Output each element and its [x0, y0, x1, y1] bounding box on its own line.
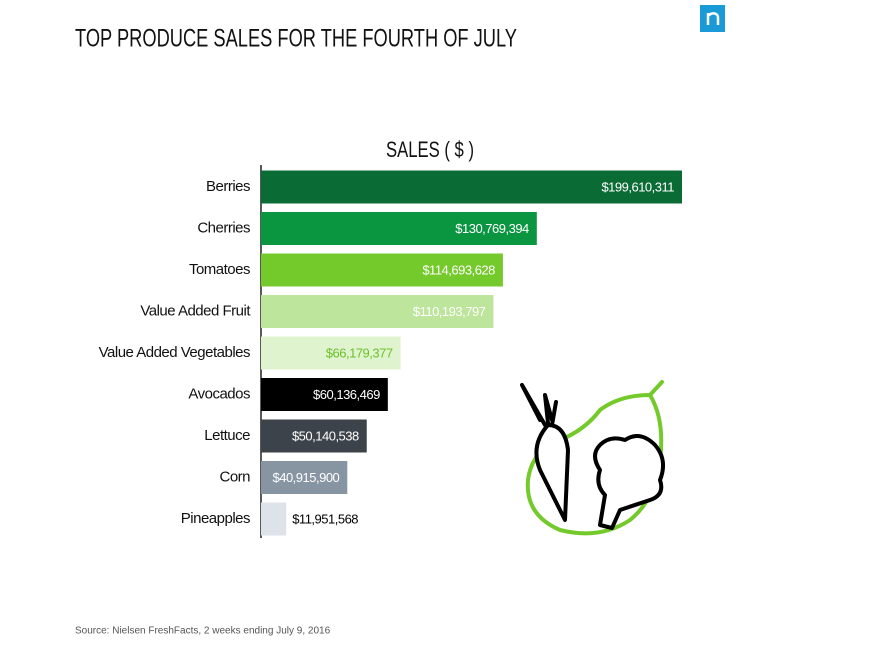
bar [261, 419, 367, 453]
value-label: $110,193,797 [413, 304, 486, 319]
category-label: Value Added Fruit [140, 302, 251, 319]
category-label: Pineapples [181, 510, 250, 527]
bar [261, 212, 537, 245]
value-label: $199,610,311 [601, 179, 674, 194]
bar [261, 170, 682, 204]
bar [261, 295, 494, 328]
category-label: Lettuce [204, 427, 250, 444]
bar [261, 336, 401, 370]
category-label: Cherries [197, 219, 250, 236]
bar [261, 253, 503, 287]
category-label: Berries [206, 178, 250, 195]
bar [261, 378, 388, 411]
axis-title: SALES ( $ ) [386, 137, 474, 162]
value-label: $130,769,394 [455, 221, 529, 236]
logo [700, 5, 725, 32]
category-label: Avocados [188, 385, 250, 402]
value-label: $50,140,538 [292, 428, 359, 443]
source: Source: Nielsen FreshFacts, 2 weeks endi… [75, 626, 331, 637]
value-label: $114,693,628 [422, 262, 495, 277]
value-label: $66,179,377 [326, 345, 393, 360]
illustration [520, 380, 666, 536]
bar [261, 502, 287, 536]
value-label: $40,915,900 [272, 470, 339, 485]
category-label: Corn [219, 468, 250, 485]
bar [261, 461, 348, 494]
category-label: Value Added Vegetables [99, 344, 250, 361]
category-label: Tomatoes [189, 261, 250, 278]
chart-title: TOP PRODUCE SALES FOR THE FOURTH OF JULY [75, 25, 517, 53]
value-label: $60,136,469 [313, 387, 380, 402]
value-label: $11,951,568 [292, 511, 358, 526]
